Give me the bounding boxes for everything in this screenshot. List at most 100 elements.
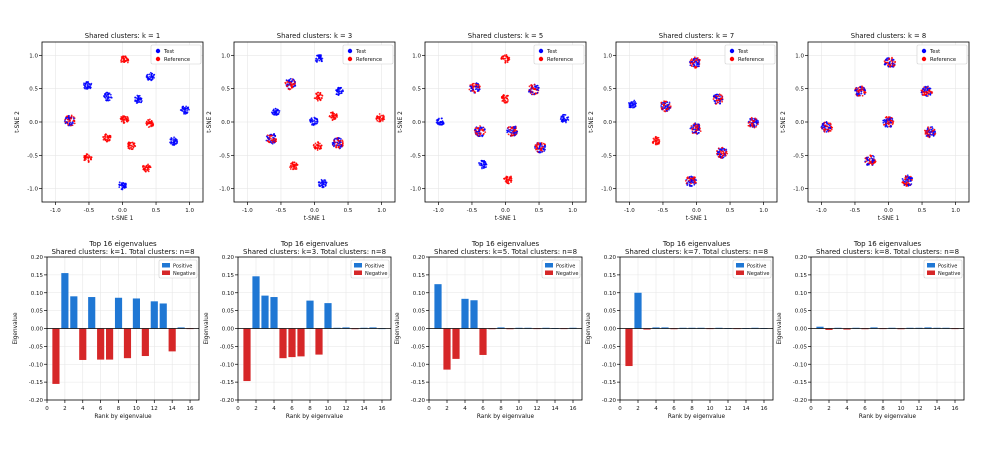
cluster-4 xyxy=(820,121,834,133)
data-point xyxy=(475,87,478,90)
y-tick-label: 0.20 xyxy=(222,255,235,261)
data-point xyxy=(859,89,862,92)
cluster-2 xyxy=(854,85,867,97)
y-axis-label: t-SNE 2 xyxy=(398,111,404,133)
x-tick-label: 0 xyxy=(427,406,431,412)
cluster-10 xyxy=(145,118,155,129)
data-point xyxy=(476,84,478,86)
bar-13 xyxy=(924,327,932,329)
data-point xyxy=(821,127,824,130)
y-tick-label: 0.0 xyxy=(412,120,421,126)
data-point xyxy=(689,62,692,65)
bar-5 xyxy=(470,300,478,329)
data-point xyxy=(920,89,923,92)
data-point xyxy=(514,125,517,128)
data-point xyxy=(380,119,382,122)
cluster-2 xyxy=(82,80,93,90)
data-point xyxy=(332,141,335,144)
data-point xyxy=(382,116,385,119)
data-point xyxy=(482,133,485,136)
legend-label-reference: Reference xyxy=(164,57,190,63)
data-point xyxy=(718,93,721,96)
y-tick-label: -0.20 xyxy=(602,398,617,404)
legend-label-test: Test xyxy=(355,49,366,55)
data-point xyxy=(753,124,755,126)
data-point xyxy=(515,131,518,134)
cluster-6 xyxy=(328,111,338,121)
bar-5 xyxy=(88,297,96,329)
data-point xyxy=(341,140,344,143)
y-tick-label: 0.05 xyxy=(604,309,617,315)
cluster-9 xyxy=(265,133,277,145)
data-point xyxy=(124,55,127,58)
cluster-9 xyxy=(684,175,698,187)
data-point xyxy=(481,166,483,169)
x-tick-label: 16 xyxy=(379,406,386,412)
data-point xyxy=(714,102,717,105)
legend-label-negative: Negative xyxy=(747,271,769,277)
data-point xyxy=(713,96,716,99)
legend-marker-test xyxy=(921,48,927,54)
data-point xyxy=(928,135,931,138)
y-tick-label: -0.15 xyxy=(411,380,426,386)
data-point xyxy=(474,128,477,131)
legend-swatch-positive xyxy=(736,263,744,268)
data-point xyxy=(68,117,71,120)
data-point xyxy=(125,186,127,189)
data-point xyxy=(652,140,655,143)
y-tick-label: -0.05 xyxy=(793,344,808,350)
cluster-12 xyxy=(83,153,93,163)
data-point xyxy=(182,105,185,108)
legend-label-positive: Positive xyxy=(365,264,384,270)
data-point xyxy=(435,121,438,124)
data-point xyxy=(315,60,318,63)
data-point xyxy=(504,61,507,64)
data-point xyxy=(106,140,109,142)
data-point xyxy=(340,141,342,144)
data-point xyxy=(652,137,655,140)
data-point xyxy=(858,88,861,91)
data-point xyxy=(147,118,149,121)
data-point xyxy=(149,125,151,128)
data-point xyxy=(860,92,863,95)
bar-12 xyxy=(342,327,350,329)
legend-swatch-positive xyxy=(162,263,170,268)
data-point xyxy=(85,158,87,160)
data-point xyxy=(884,125,887,128)
data-point xyxy=(530,84,532,87)
data-point xyxy=(124,115,127,118)
data-point xyxy=(333,114,336,117)
data-point xyxy=(476,90,479,93)
data-point xyxy=(188,108,190,111)
data-point xyxy=(126,61,129,64)
data-point xyxy=(69,123,71,126)
cluster-2 xyxy=(314,54,324,63)
x-tick-label: 8 xyxy=(881,406,885,412)
data-point xyxy=(332,114,335,117)
data-point xyxy=(337,93,340,96)
data-point xyxy=(927,126,930,129)
data-point xyxy=(868,163,870,166)
data-point xyxy=(854,89,857,92)
data-point xyxy=(341,145,344,148)
data-point xyxy=(926,132,929,135)
data-point xyxy=(317,91,320,94)
data-point xyxy=(654,140,657,143)
data-point xyxy=(753,125,756,128)
x-tick-label: 14 xyxy=(552,406,559,412)
data-point xyxy=(926,88,929,91)
y-tick-label: 0.00 xyxy=(795,327,808,333)
data-point xyxy=(540,142,543,144)
data-point xyxy=(186,106,189,109)
data-point xyxy=(334,116,336,119)
data-point xyxy=(266,136,269,138)
cluster-8 xyxy=(716,146,729,160)
cluster-9 xyxy=(119,115,130,125)
data-point xyxy=(316,149,319,151)
bar-1 xyxy=(52,328,60,384)
bar-9 xyxy=(315,328,323,355)
legend-marker-test xyxy=(729,48,735,54)
data-point xyxy=(381,117,384,120)
y-tick-label: 0.10 xyxy=(413,291,426,297)
data-point xyxy=(479,132,482,135)
